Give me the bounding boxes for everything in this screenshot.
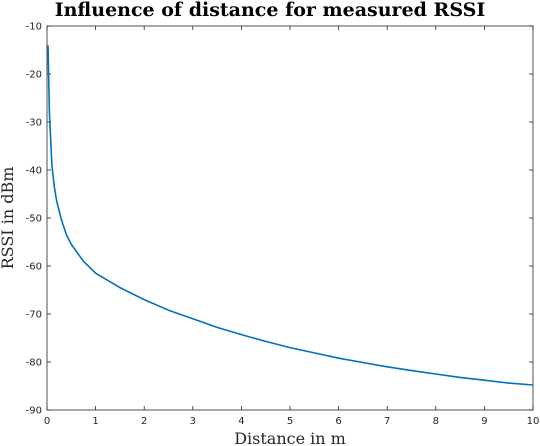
y-tick-label: -30 [26, 118, 42, 129]
x-axis: 0 1 2 3 4 5 6 7 8 9 10 [44, 26, 540, 427]
series-layer [47, 45, 534, 386]
x-tick-label: 7 [384, 416, 390, 427]
x-tick-label: 3 [190, 416, 196, 427]
x-tick-label: 8 [433, 416, 439, 427]
x-tick-label: 5 [287, 416, 293, 427]
y-tick-label: -50 [26, 214, 42, 225]
chart-title: Influence of distance for measured RSSI [55, 0, 486, 21]
x-tick-label: 10 [527, 416, 540, 427]
x-tick-label: 9 [481, 416, 487, 427]
y-tick-label: -40 [26, 166, 42, 177]
x-tick-label: 6 [335, 416, 341, 427]
y-axis: -10 -20 -30 -40 -50 -60 -70 -80 -90 [26, 22, 533, 417]
y-tick-label: -70 [26, 310, 42, 321]
x-tick-label: 2 [141, 416, 147, 427]
series-line [47, 45, 534, 386]
y-tick-label: -20 [26, 70, 42, 81]
x-tick-label: 0 [44, 416, 50, 427]
x-tick-label: 4 [238, 416, 244, 427]
x-tick-label: 1 [92, 416, 98, 427]
y-axis-label: RSSI in dBm [0, 167, 17, 270]
x-axis-label: Distance in m [234, 429, 346, 446]
y-tick-label: -10 [26, 22, 42, 33]
y-tick-label: -90 [26, 406, 42, 417]
y-tick-label: -60 [26, 262, 42, 273]
plot-area [46, 25, 534, 411]
y-tick-label: -80 [26, 358, 42, 369]
